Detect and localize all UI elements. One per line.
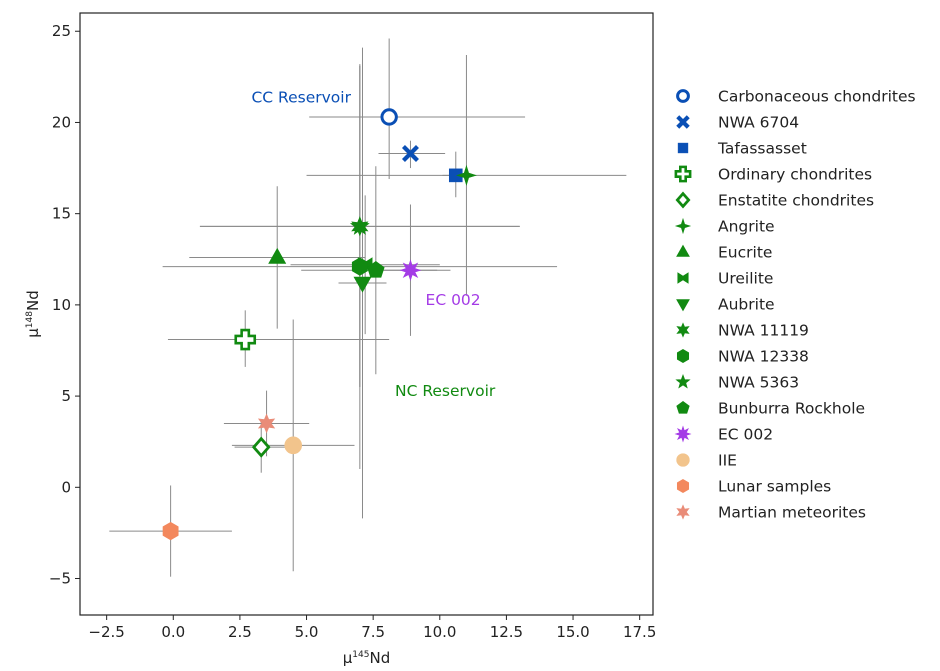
- legend-label: Tafassasset: [717, 140, 807, 158]
- legend-marker: [676, 244, 690, 257]
- annotations-layer: CC Reservoir NC Reservoir EC 002: [251, 88, 495, 400]
- legend-label: IIE: [718, 452, 737, 470]
- y-tick-label: 25: [52, 22, 71, 40]
- data-point-aubrite: [353, 276, 372, 293]
- legend: Carbonaceous chondrites NWA 6704 Tafassass…: [674, 88, 916, 522]
- legend-item-nwa-6704: NWA 6704: [676, 114, 799, 132]
- legend-label: NWA 11119: [718, 322, 809, 340]
- errorbars-layer: [109, 38, 627, 577]
- y-tick-label: 0: [61, 478, 71, 496]
- annotation-nc-reservoir: NC Reservoir: [395, 382, 496, 400]
- y-axis-ticks: −5 0 5 10 15 20 25: [49, 22, 80, 588]
- x-tick-label: 15.0: [556, 623, 589, 641]
- data-point-bunburra-rockhole: [367, 261, 385, 278]
- y-tick-label: −5: [49, 570, 71, 588]
- legend-marker: [676, 401, 690, 414]
- x-tick-label: 5.0: [295, 623, 319, 641]
- x-tick-label: 12.5: [490, 623, 523, 641]
- x-tick-label: 0.0: [161, 623, 185, 641]
- x-tick-label: 7.5: [361, 623, 385, 641]
- legend-item-ec-002: EC 002: [674, 425, 773, 444]
- legend-item-carbonaceous-chondrites: Carbonaceous chondrites: [676, 88, 916, 106]
- data-point-nwa-6704: [401, 144, 419, 162]
- legend-item-iie: IIE: [676, 452, 737, 470]
- data-point-ordinary-chondrites: [234, 328, 257, 351]
- legend-marker: [676, 479, 690, 493]
- y-axis-label: μ148Nd: [24, 290, 42, 337]
- legend-marker: [676, 115, 690, 129]
- data-point-lunar-samples: [162, 521, 179, 541]
- y-tick-label: 10: [52, 296, 71, 314]
- legend-label: Ureilite: [718, 270, 773, 288]
- x-tick-label: 17.5: [623, 623, 656, 641]
- legend-label: EC 002: [718, 426, 773, 444]
- legend-marker: [676, 504, 690, 520]
- legend-label: Ordinary chondrites: [718, 166, 872, 184]
- legend-item-eucrite: Eucrite: [676, 244, 772, 262]
- data-point-carbonaceous-chondrites: [380, 108, 398, 126]
- legend-marker: [674, 217, 692, 235]
- legend-marker: [676, 322, 690, 338]
- legend-item-enstatite-chondrites: Enstatite chondrites: [675, 191, 874, 210]
- legend-item-ureilite: Ureilite: [677, 270, 773, 288]
- legend-label: Aubrite: [718, 296, 775, 314]
- legend-marker: [676, 453, 690, 467]
- annotation-ec-002: EC 002: [426, 291, 481, 309]
- legend-marker: [675, 374, 691, 389]
- legend-label: NWA 12338: [718, 348, 809, 366]
- legend-label: Eucrite: [718, 244, 772, 262]
- plot-area-frame: [79, 12, 654, 616]
- legend-label: Bunburra Rockhole: [718, 400, 865, 418]
- legend-item-angrite: Angrite: [674, 217, 775, 236]
- legend-marker: [676, 299, 690, 312]
- legend-marker: [674, 165, 692, 183]
- legend-marker: [674, 425, 692, 443]
- x-axis-ticks: −2.5 0.0 2.5 5.0 7.5 10.0 12.5 15.0 17.5: [88, 615, 656, 641]
- legend-label: Martian meteorites: [718, 504, 866, 522]
- data-point-iie: [284, 436, 303, 455]
- data-point-enstatite-chondrites: [251, 436, 271, 458]
- x-tick-label: −2.5: [88, 623, 124, 641]
- legend-item-ordinary-chondrites: Ordinary chondrites: [674, 165, 872, 184]
- legend-label: Carbonaceous chondrites: [718, 88, 916, 106]
- legend-label: NWA 5363: [718, 374, 799, 392]
- legend-label: NWA 6704: [718, 114, 799, 132]
- legend-item-tafassasset: Tafassasset: [677, 140, 807, 158]
- legend-label: Lunar samples: [718, 478, 831, 496]
- legend-item-aubrite: Aubrite: [676, 296, 775, 314]
- annotation-cc-reservoir: CC Reservoir: [251, 88, 351, 106]
- data-point-nwa-5363: [349, 216, 370, 235]
- legend-marker: [676, 89, 690, 103]
- legend-label: Angrite: [718, 218, 775, 236]
- x-tick-label: 2.5: [228, 623, 252, 641]
- legend-item-lunar-samples: Lunar samples: [676, 478, 831, 496]
- y-tick-label: 15: [52, 205, 71, 223]
- legend-marker: [675, 191, 691, 209]
- data-point-angrite: [455, 164, 477, 186]
- legend-item-bunburra-rockhole: Bunburra Rockhole: [676, 400, 865, 418]
- legend-marker: [677, 272, 689, 284]
- data-point-martian-meteorites: [257, 413, 276, 434]
- legend-marker: [677, 142, 689, 154]
- data-point-nwa-12338: [351, 257, 368, 276]
- legend-item-nwa-5363: NWA 5363: [675, 374, 799, 392]
- y-tick-label: 20: [52, 113, 71, 131]
- legend-marker: [676, 349, 690, 363]
- y-tick-label: 5: [61, 387, 71, 405]
- x-axis-label: μ145Nd: [343, 649, 390, 667]
- x-tick-label: 10.0: [423, 623, 456, 641]
- data-point-eucrite: [268, 247, 287, 264]
- legend-label: Enstatite chondrites: [718, 192, 874, 210]
- legend-item-nwa-11119: NWA 11119: [676, 322, 809, 340]
- legend-item-martian-meteorites: Martian meteorites: [676, 504, 866, 522]
- data-point-ec-002: [399, 259, 422, 282]
- points-layer: [162, 108, 477, 541]
- legend-item-nwa-12338: NWA 12338: [676, 348, 809, 366]
